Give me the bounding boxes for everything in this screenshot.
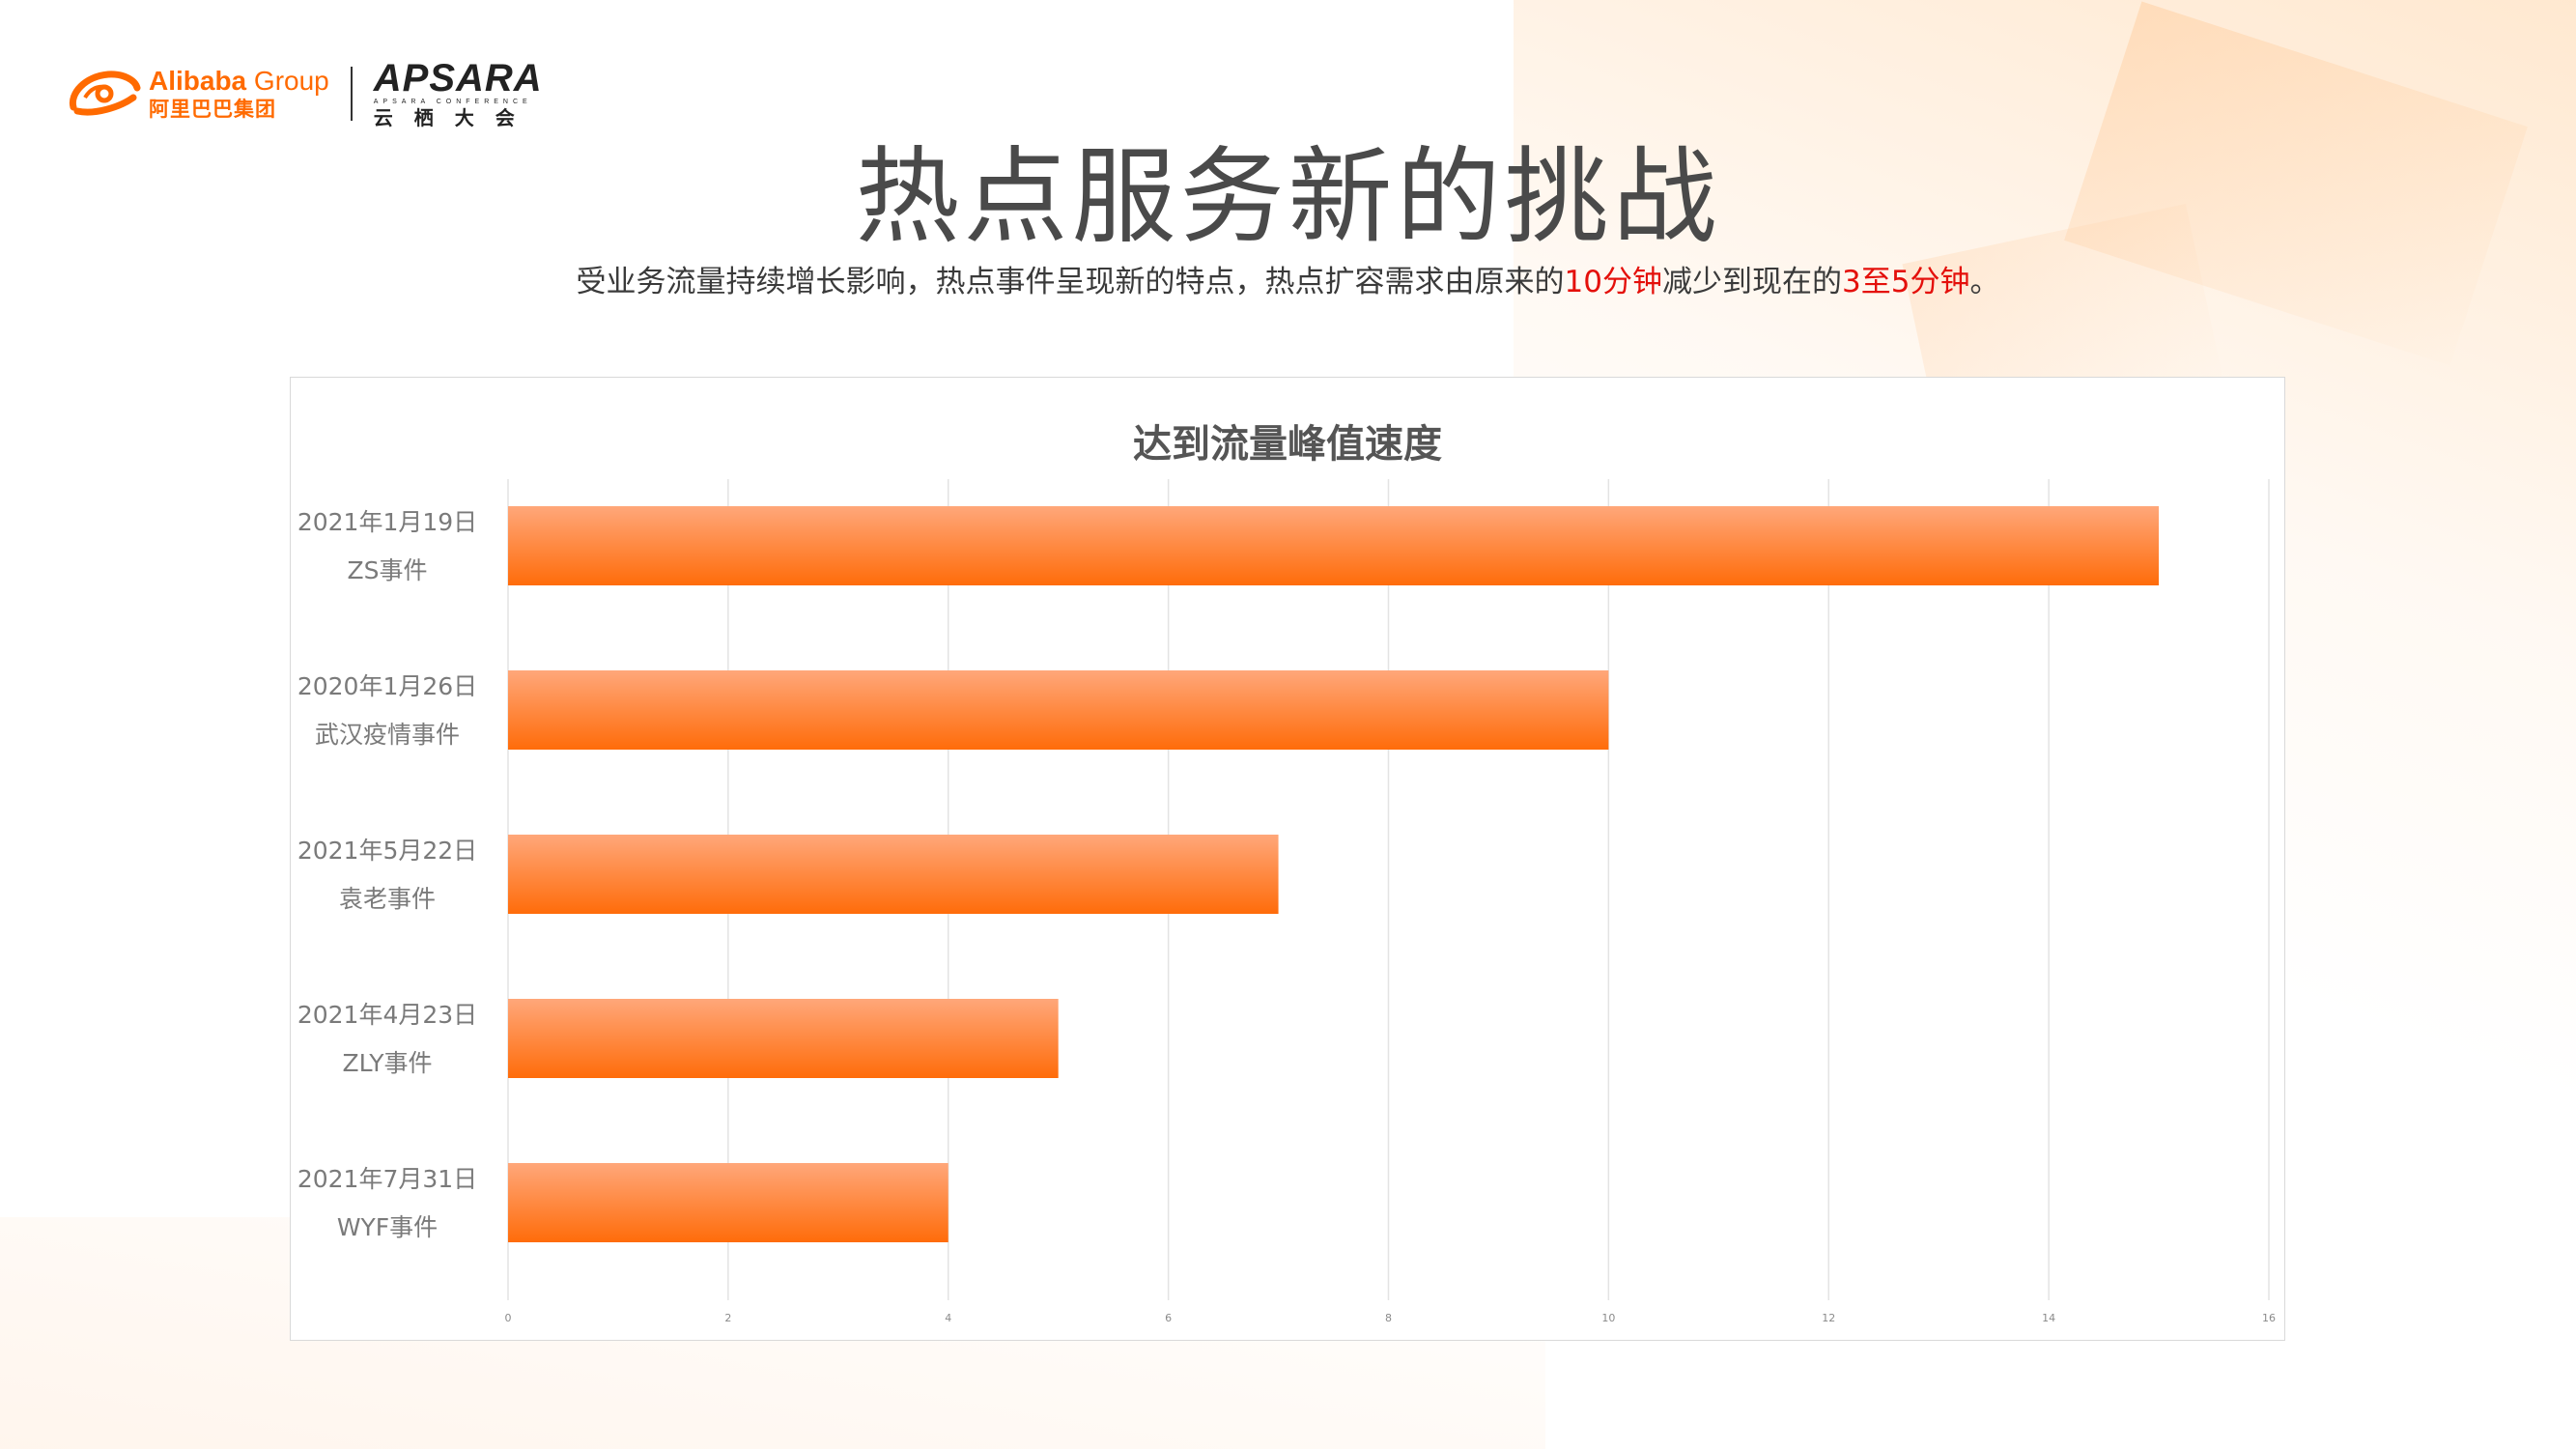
x-tick-label: 16 [2262, 1312, 2276, 1324]
apsara-subtext: APSARA CONFERENCE [373, 98, 532, 105]
bar [508, 670, 1609, 750]
x-tick-label: 12 [1822, 1312, 1835, 1324]
subtitle-highlight: 10分钟 [1564, 265, 1662, 299]
subtitle-text: 。 [1969, 265, 2000, 299]
category-label: 2021年4月23日 [297, 1001, 477, 1029]
logo-divider [350, 67, 353, 121]
category-label: 武汉疫情事件 [315, 721, 460, 749]
apsara-cn-wordmark: 云栖大会 [373, 105, 536, 129]
slide-subtitle: 受业务流量持续增长影响，热点事件呈现新的特点，热点扩容需求由原来的10分钟减少到… [0, 261, 2576, 303]
chart-title: 达到流量峰值速度 [1133, 422, 1442, 467]
alibaba-logo-icon [66, 65, 143, 123]
category-label: 2021年1月19日 [297, 508, 477, 536]
header-logos: Alibaba Group 阿里巴巴集团 APSARA APSARA CONFE… [66, 59, 543, 129]
x-tick-label: 0 [505, 1312, 512, 1324]
x-tick-label: 10 [1601, 1312, 1615, 1324]
category-label: WYF事件 [337, 1213, 438, 1241]
category-label: ZS事件 [348, 556, 428, 584]
category-label: ZLY事件 [342, 1049, 432, 1077]
category-label: 2020年1月26日 [297, 672, 477, 700]
slide-title: 热点服务新的挑战 [855, 137, 1721, 258]
subtitle-text: 减少到现在的 [1662, 265, 1842, 299]
bar [508, 999, 1059, 1078]
apsara-logo: APSARA APSARA CONFERENCE 云栖大会 [374, 59, 543, 129]
apsara-wordmark: APSARA [373, 56, 543, 99]
category-label: 袁老事件 [339, 885, 436, 913]
x-tick-label: 8 [1385, 1312, 1392, 1324]
bar [508, 1163, 948, 1242]
x-tick-label: 2 [724, 1312, 731, 1324]
bar [508, 835, 1279, 914]
x-tick-label: 14 [2042, 1312, 2055, 1324]
x-tick-label: 4 [945, 1312, 951, 1324]
alibaba-cn-wordmark: 阿里巴巴集团 [149, 98, 276, 121]
alibaba-wordmark: Alibaba Group [149, 66, 329, 96]
chart-container: 达到流量峰值速度 2021年1月19日 ZS事件 2020年1月26日 武汉疫情事件 2… [290, 377, 2285, 1341]
subtitle-highlight: 3至5分钟 [1842, 265, 1970, 299]
category-label: 2021年5月22日 [297, 837, 477, 865]
subtitle-text: 受业务流量持续增长影响，热点事件呈现新的特点，热点扩容需求由原来的 [576, 265, 1565, 299]
bar [508, 506, 2160, 585]
category-label: 2021年7月31日 [297, 1165, 477, 1193]
x-tick-label: 6 [1165, 1312, 1172, 1324]
